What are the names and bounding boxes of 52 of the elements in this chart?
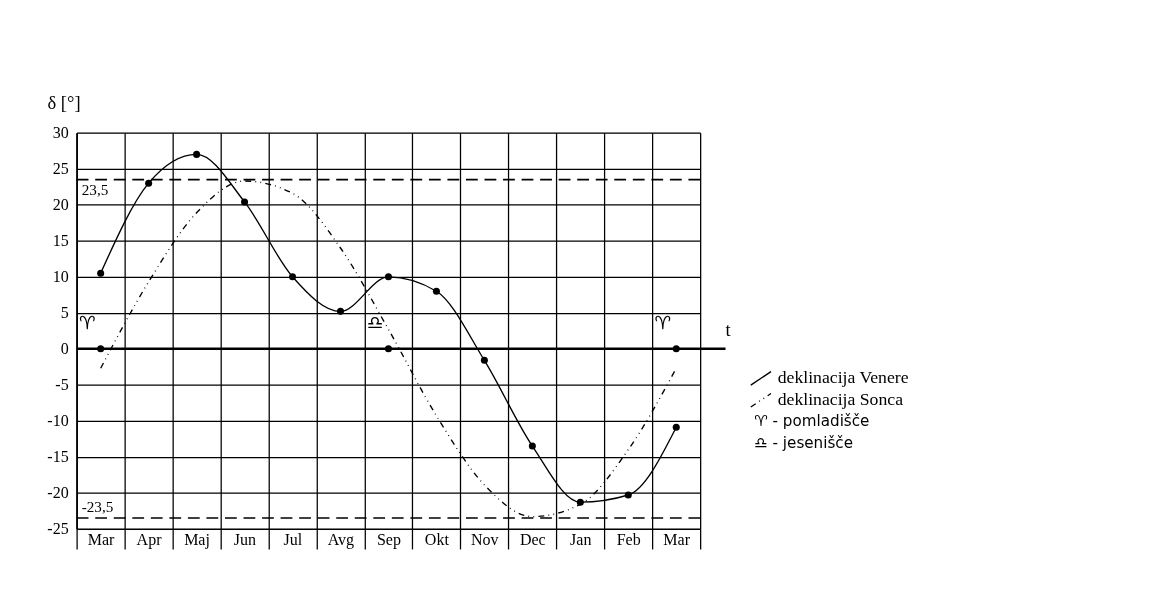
text: ♈ - pomladišče bbox=[754, 412, 870, 431]
x-tick-label: Jul bbox=[283, 531, 303, 549]
x-tick-label: Feb bbox=[616, 531, 641, 549]
legend-label: deklinacija Sonca bbox=[777, 389, 904, 410]
y-tick-label: 20 bbox=[52, 196, 69, 214]
y-tick-label: -5 bbox=[55, 376, 69, 394]
point bbox=[528, 442, 536, 450]
x-tick-label: Jan bbox=[570, 531, 592, 549]
point bbox=[193, 150, 201, 158]
y-tick-label: 25 bbox=[52, 160, 69, 178]
ref-line-label: -23,5 bbox=[81, 498, 114, 516]
point bbox=[672, 423, 680, 431]
point bbox=[432, 287, 440, 295]
point bbox=[384, 345, 392, 353]
x-tick-label: Mar bbox=[663, 531, 691, 549]
data-label: ♈ bbox=[654, 312, 672, 334]
y-tick-label: 30 bbox=[52, 124, 69, 142]
y-tick-label: -20 bbox=[47, 484, 69, 502]
x-tick-label: Avg bbox=[327, 531, 355, 550]
legend-label: deklinacija Venere bbox=[777, 367, 909, 388]
ref-line-label: 23,5 bbox=[81, 180, 109, 198]
point bbox=[480, 356, 488, 364]
x-tick-label: Okt bbox=[424, 531, 450, 549]
x-tick-label: Maj bbox=[184, 531, 210, 550]
point bbox=[97, 345, 105, 353]
y-tick-label: 0 bbox=[60, 340, 69, 358]
y-tick-label: -15 bbox=[47, 448, 69, 466]
point bbox=[576, 498, 584, 506]
x-tick-label: Sep bbox=[376, 531, 401, 550]
x-tick-label: Nov bbox=[471, 531, 499, 549]
x-tick-label: Dec bbox=[519, 531, 546, 549]
y-tick-label: 15 bbox=[52, 232, 69, 250]
point bbox=[97, 269, 105, 277]
point bbox=[241, 198, 249, 206]
y-tick-label: 5 bbox=[60, 304, 69, 322]
x-tick-label: Apr bbox=[136, 531, 163, 550]
y-axis-title: δ [°] bbox=[47, 92, 81, 114]
data-label: ♈ bbox=[78, 312, 96, 334]
x-axis-title: t bbox=[725, 319, 732, 341]
point bbox=[624, 491, 632, 499]
text: ♎ - jesenišče bbox=[754, 434, 853, 453]
point bbox=[336, 307, 345, 315]
point bbox=[145, 179, 153, 187]
point bbox=[289, 273, 297, 281]
data-label: ♎ bbox=[366, 312, 384, 334]
point bbox=[672, 345, 680, 353]
point bbox=[384, 273, 392, 281]
y-tick-label: -25 bbox=[47, 520, 69, 538]
x-tick-label: Jun bbox=[233, 531, 257, 549]
y-tick-label: -10 bbox=[47, 412, 69, 430]
y-tick-label: 10 bbox=[52, 268, 69, 286]
x-tick-label: Mar bbox=[87, 531, 116, 549]
